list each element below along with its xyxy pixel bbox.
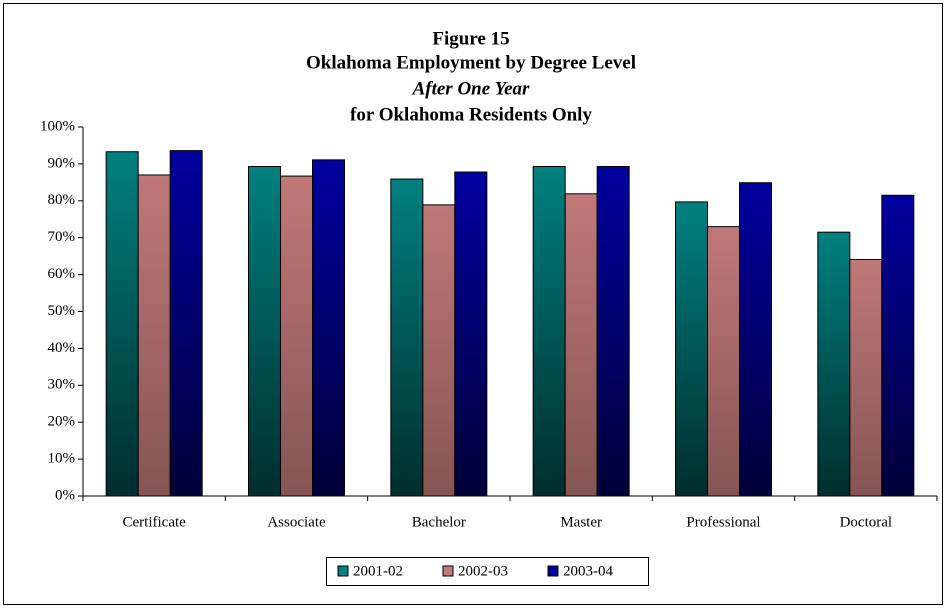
legend-label: 2001-02 [353, 563, 403, 579]
bar [564, 193, 598, 497]
bar [849, 258, 883, 497]
bar [312, 159, 345, 497]
chart-subtitle: for Oklahoma Residents Only [350, 104, 592, 125]
x-tick-label: Certificate [123, 514, 187, 530]
bar [817, 231, 851, 497]
x-tick-label: Associate [267, 514, 326, 530]
chart-subtitle: After One Year [412, 78, 530, 99]
bar [454, 171, 488, 497]
legend-label: 2002-03 [458, 563, 508, 579]
bar [105, 151, 139, 497]
y-tick-label: 90% [48, 155, 76, 171]
chart-title: Oklahoma Employment by Degree Level [306, 52, 636, 73]
x-tick-label: Master [560, 514, 602, 530]
y-tick-label: 10% [48, 451, 76, 467]
x-tick-label: Professional [686, 514, 760, 530]
bar [739, 182, 772, 497]
bar [596, 165, 630, 497]
bar [532, 165, 566, 497]
bar [675, 201, 708, 497]
legend-swatch [337, 565, 349, 577]
y-tick-label: 60% [48, 266, 76, 282]
legend-label: 2003-04 [563, 563, 613, 579]
chart-title: Figure 15 [432, 28, 509, 49]
legend-swatch [442, 565, 454, 577]
x-tick-label: Doctoral [840, 514, 892, 530]
bar [169, 150, 203, 497]
bar [707, 226, 740, 497]
bar [881, 194, 915, 497]
y-tick-label: 30% [48, 377, 76, 393]
y-tick-label: 50% [48, 303, 76, 319]
y-tick-label: 0% [55, 487, 75, 503]
bar [137, 174, 171, 497]
bar [422, 204, 456, 497]
y-tick-label: 70% [48, 229, 76, 245]
bar [280, 175, 313, 497]
y-tick-label: 80% [48, 192, 76, 208]
bar [390, 178, 424, 497]
bar [248, 165, 281, 497]
y-tick-label: 40% [48, 340, 76, 356]
x-tick-label: Bachelor [412, 514, 466, 530]
y-tick-label: 20% [48, 414, 76, 430]
y-tick-label: 100% [40, 118, 75, 134]
legend-swatch [547, 565, 559, 577]
legend-box [326, 557, 649, 586]
